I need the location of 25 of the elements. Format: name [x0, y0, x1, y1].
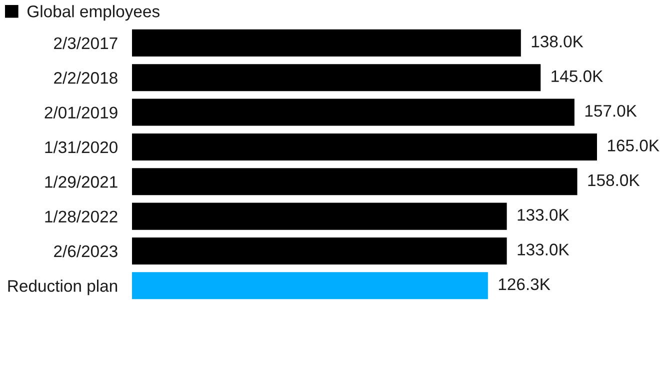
bar [132, 202, 507, 230]
y-tick-label: 1/28/2022 [45, 210, 118, 223]
data-label: 126.3K [498, 278, 550, 290]
bar [132, 168, 578, 196]
y-tick-label: Reduction plan [8, 280, 118, 296]
bar [132, 98, 574, 126]
bar [132, 29, 521, 56]
data-label: 133.0K [518, 244, 570, 256]
data-label: 133.0K [518, 208, 570, 221]
bar [132, 272, 488, 300]
y-tick-label: 2/01/2019 [44, 106, 118, 118]
data-label: 165.0K [608, 140, 660, 152]
legend-label: Global employees [28, 5, 160, 21]
y-tick-label: 2/2/2018 [54, 72, 118, 84]
bar [132, 133, 597, 160]
data-label: 158.0K [588, 174, 640, 186]
y-tick-label: 1/31/2020 [45, 140, 118, 154]
y-tick-label: 2/3/2017 [54, 36, 118, 50]
y-tick-label: 2/6/2023 [54, 244, 118, 258]
data-label: 157.0K [585, 104, 637, 117]
data-label: 145.0K [552, 70, 603, 82]
data-label: 138.0K [532, 36, 584, 48]
bar [132, 64, 541, 92]
bar [132, 237, 507, 265]
y-tick-label: 1/29/2021 [45, 176, 118, 188]
